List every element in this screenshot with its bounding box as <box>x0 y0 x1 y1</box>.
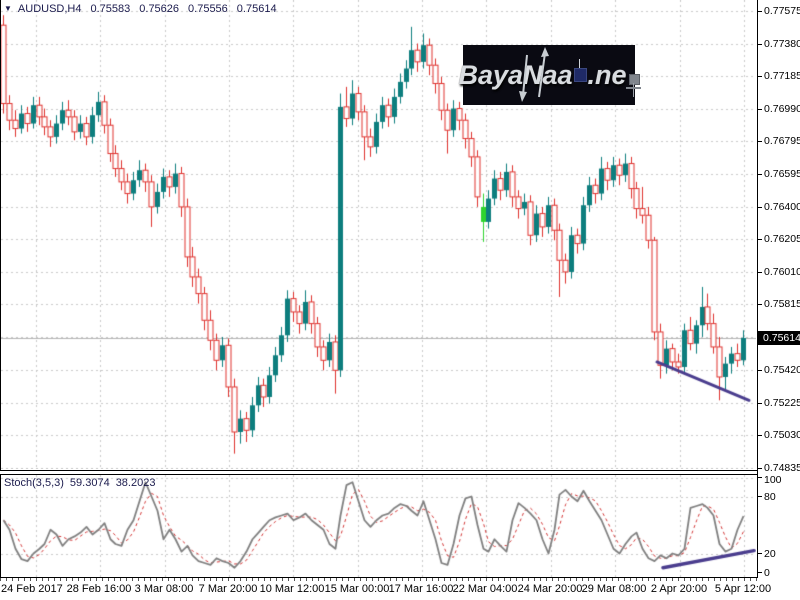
stochastic-name: Stoch(3,5,3) <box>4 477 64 489</box>
date-label: 15 Mar 00:00 <box>324 583 390 595</box>
price-tick-mark <box>758 370 762 371</box>
date-label: 24 Feb 2017 <box>1 583 63 595</box>
price-tick-label: 0.77575 <box>764 5 800 17</box>
price-tick-label: 0.75030 <box>764 429 800 442</box>
date-label: 7 Mar 20:00 <box>198 583 258 595</box>
date-label: 22 Mar 04:00 <box>452 583 518 595</box>
stoch-tick-label: 100 <box>764 474 782 486</box>
stoch-tick-label: 0 <box>764 566 770 579</box>
price-tick-mark <box>758 109 762 110</box>
stochastic-canvas[interactable] <box>1 475 756 577</box>
stochastic-axis[interactable]: 100 80 20 0 <box>758 474 800 579</box>
price-tick-label: 0.75225 <box>764 396 800 409</box>
price-tick-label: 0.74835 <box>764 461 800 474</box>
price-tick-label: 0.76990 <box>764 102 800 115</box>
date-label: 28 Feb 16:00 <box>66 583 132 595</box>
price-tick-mark <box>758 272 762 273</box>
price-tick-label: 0.77380 <box>764 37 800 50</box>
stochastic-panel <box>0 474 757 578</box>
candlestick-icon <box>625 73 641 97</box>
chart-title: ▼ AUDUSD,H4 0.75583 0.75626 0.75556 0.75614 <box>4 3 277 15</box>
time-axis-ticks <box>0 578 757 581</box>
price-tick-label: 0.75420 <box>764 364 800 377</box>
stoch-tick-mark <box>758 553 762 554</box>
price-tick-mark <box>758 207 762 208</box>
stoch-tick-label: 80 <box>764 490 776 503</box>
price-chart-canvas[interactable] <box>1 0 756 469</box>
date-label: 2 Apr 20:00 <box>650 583 708 595</box>
brand-watermark: BayaNaa .ne <box>458 45 641 105</box>
price-tick-mark <box>758 11 762 12</box>
candlestick-icon <box>573 59 587 82</box>
price-tick-label: 0.76205 <box>764 233 800 246</box>
price-tick-mark <box>758 141 762 142</box>
price-tick-mark <box>758 435 762 436</box>
chart-dropdown-arrow-icon[interactable]: ▼ <box>4 4 12 13</box>
time-axis[interactable]: 24 Feb 2017 28 Feb 16:00 3 Mar 08:00 7 Mar … <box>0 578 800 600</box>
price-tick-label: 0.77185 <box>764 70 800 83</box>
brand-text-suffix: .ne <box>587 59 627 90</box>
price-tick-mark <box>758 304 762 305</box>
brand-text: BayaNaa <box>458 59 573 90</box>
price-tick-label: 0.76400 <box>764 200 800 213</box>
stoch-tick-mark <box>758 477 762 478</box>
axis-border-line <box>757 0 758 578</box>
stochastic-k-value: 59.3074 <box>69 477 110 489</box>
price-chart-panel <box>0 0 757 471</box>
stochastic-d-value: 38.2023 <box>115 477 156 489</box>
low-value: 0.75556 <box>188 3 228 15</box>
symbol-period-label: AUDUSD,H4 <box>17 3 82 15</box>
price-tick-label: 0.76795 <box>764 135 800 148</box>
price-tick-label: 0.75815 <box>764 298 800 311</box>
current-price-tag: 0.75614 <box>758 331 800 345</box>
price-tick-label: 0.76595 <box>764 168 800 181</box>
stoch-tick-mark <box>758 496 762 497</box>
price-tick-mark <box>758 76 762 77</box>
stoch-tick-label: 20 <box>764 547 776 560</box>
date-label: 3 Mar 08:00 <box>134 583 194 595</box>
date-label: 10 Mar 12:00 <box>259 583 325 595</box>
stochastic-label: Stoch(3,5,3) 59.3074 38.2023 <box>4 477 161 489</box>
price-tick-mark <box>758 239 762 240</box>
price-tick-mark <box>758 468 762 469</box>
date-label: 17 Mar 16:00 <box>388 583 454 595</box>
stoch-tick-mark <box>758 572 762 573</box>
open-value: 0.75583 <box>90 3 131 15</box>
price-tick-mark <box>758 403 762 404</box>
date-label: 24 Mar 20:00 <box>517 583 583 595</box>
price-tick-mark <box>758 44 762 45</box>
close-value: 0.75614 <box>236 3 277 15</box>
price-axis[interactable]: 0.75614 0.77575 0.77380 0.77185 0.76990 0.76… <box>758 0 800 474</box>
date-label: 29 Mar 08:00 <box>581 583 647 595</box>
price-tick-mark <box>758 174 762 175</box>
price-tick-label: 0.76010 <box>764 265 800 278</box>
high-value: 0.75626 <box>139 3 180 15</box>
date-label: 5 Apr 12:00 <box>714 583 772 595</box>
